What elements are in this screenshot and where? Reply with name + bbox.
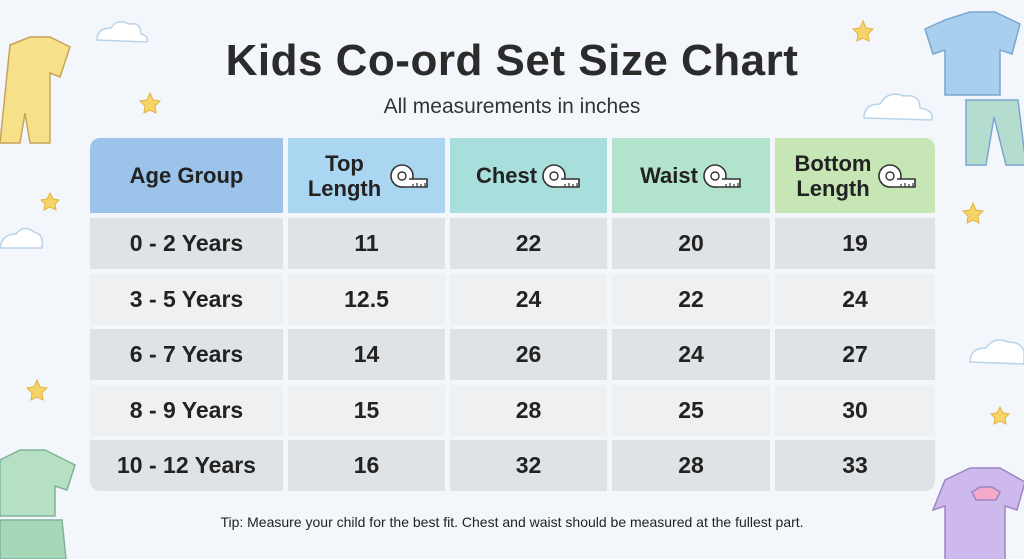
title: Kids Co-ord Set Size Chart [225,36,799,85]
header-cell: Chest [450,138,607,213]
table-cell: 3 - 5 Years [90,273,283,325]
table-cell: 28 [450,384,607,436]
header-text: Chest [475,163,538,188]
table-cell: 20 [612,218,770,269]
table-cell: 11 [288,218,445,269]
table-cell: 16 [288,440,445,491]
header-text: Age Group [129,163,244,188]
table-cell: 22 [612,273,770,325]
table-cell: 26 [450,329,607,380]
table-cell: 6 - 7 Years [90,329,283,380]
table-cell: 30 [775,384,935,436]
table-cell: 33 [775,440,935,491]
table-cell: 8 - 9 Years [90,384,283,436]
header-text: Bottom Length [794,150,872,201]
table-cell: 19 [775,218,935,269]
table-cell: 10 - 12 Years [90,440,283,491]
table-cell: 24 [612,329,770,380]
subtitle: All measurements in inches [383,95,641,118]
tip: Tip: Measure your child for the best fit… [220,514,804,530]
header-text: Top Length [307,150,382,201]
table-cell: 14 [288,329,445,380]
table-cell: 24 [775,273,935,325]
header-cell: Age Group [90,138,283,213]
table-cell: 27 [775,329,935,380]
table-cell: 24 [450,273,607,325]
table-cell: 28 [612,440,770,491]
table-cell: 25 [612,384,770,436]
header-cell: Top Length [288,138,445,213]
table-cell: 22 [450,218,607,269]
table-cell: 15 [288,384,445,436]
header-cell: Waist [612,138,770,213]
table-cell: 12.5 [288,273,445,325]
table-cell: 32 [450,440,607,491]
header-cell: Bottom Length [775,138,935,213]
table-cell: 0 - 2 Years [90,218,283,269]
header-text: Waist [640,163,698,188]
